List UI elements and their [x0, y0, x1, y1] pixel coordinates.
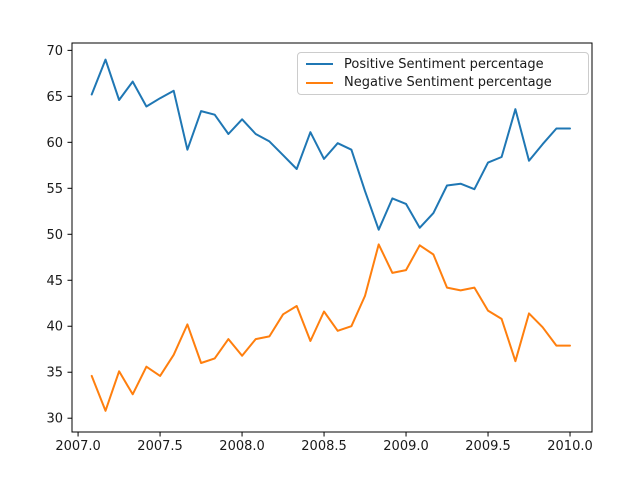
plot-border	[71, 42, 593, 433]
legend-label-negative: Negative Sentiment percentage	[344, 75, 552, 91]
legend-label-positive: Positive Sentiment percentage	[344, 56, 544, 72]
x-tick-label: 2010.0	[547, 439, 593, 454]
y-tick-label: 55	[46, 182, 63, 197]
y-tick-label: 45	[46, 274, 63, 289]
negative-line-sample	[306, 81, 333, 84]
legend-item-positive: Positive Sentiment percentage	[298, 55, 588, 74]
x-tick-label: 2008.0	[219, 439, 265, 454]
y-tick-label: 40	[46, 320, 63, 335]
legend-item-negative: Negative Sentiment percentage	[298, 74, 588, 93]
y-tick-label: 35	[46, 366, 63, 381]
negative-sentiment-line	[90, 243, 571, 412]
x-tick-label: 2009.0	[383, 439, 429, 454]
legend: Positive Sentiment percentage Negative S…	[297, 52, 589, 95]
y-tick-label: 70	[46, 44, 63, 59]
y-tick-label: 30	[46, 412, 63, 427]
y-tick-label: 65	[46, 90, 63, 105]
y-tick-label: 50	[46, 228, 63, 243]
y-tick-label: 60	[46, 136, 63, 151]
positive-line-sample	[306, 63, 333, 66]
positive-sentiment-line	[90, 58, 571, 231]
x-tick-label: 2009.5	[465, 439, 511, 454]
x-tick-label: 2007.5	[137, 439, 183, 454]
x-tick-label: 2008.5	[301, 439, 347, 454]
x-tick-label: 2007.0	[55, 439, 101, 454]
